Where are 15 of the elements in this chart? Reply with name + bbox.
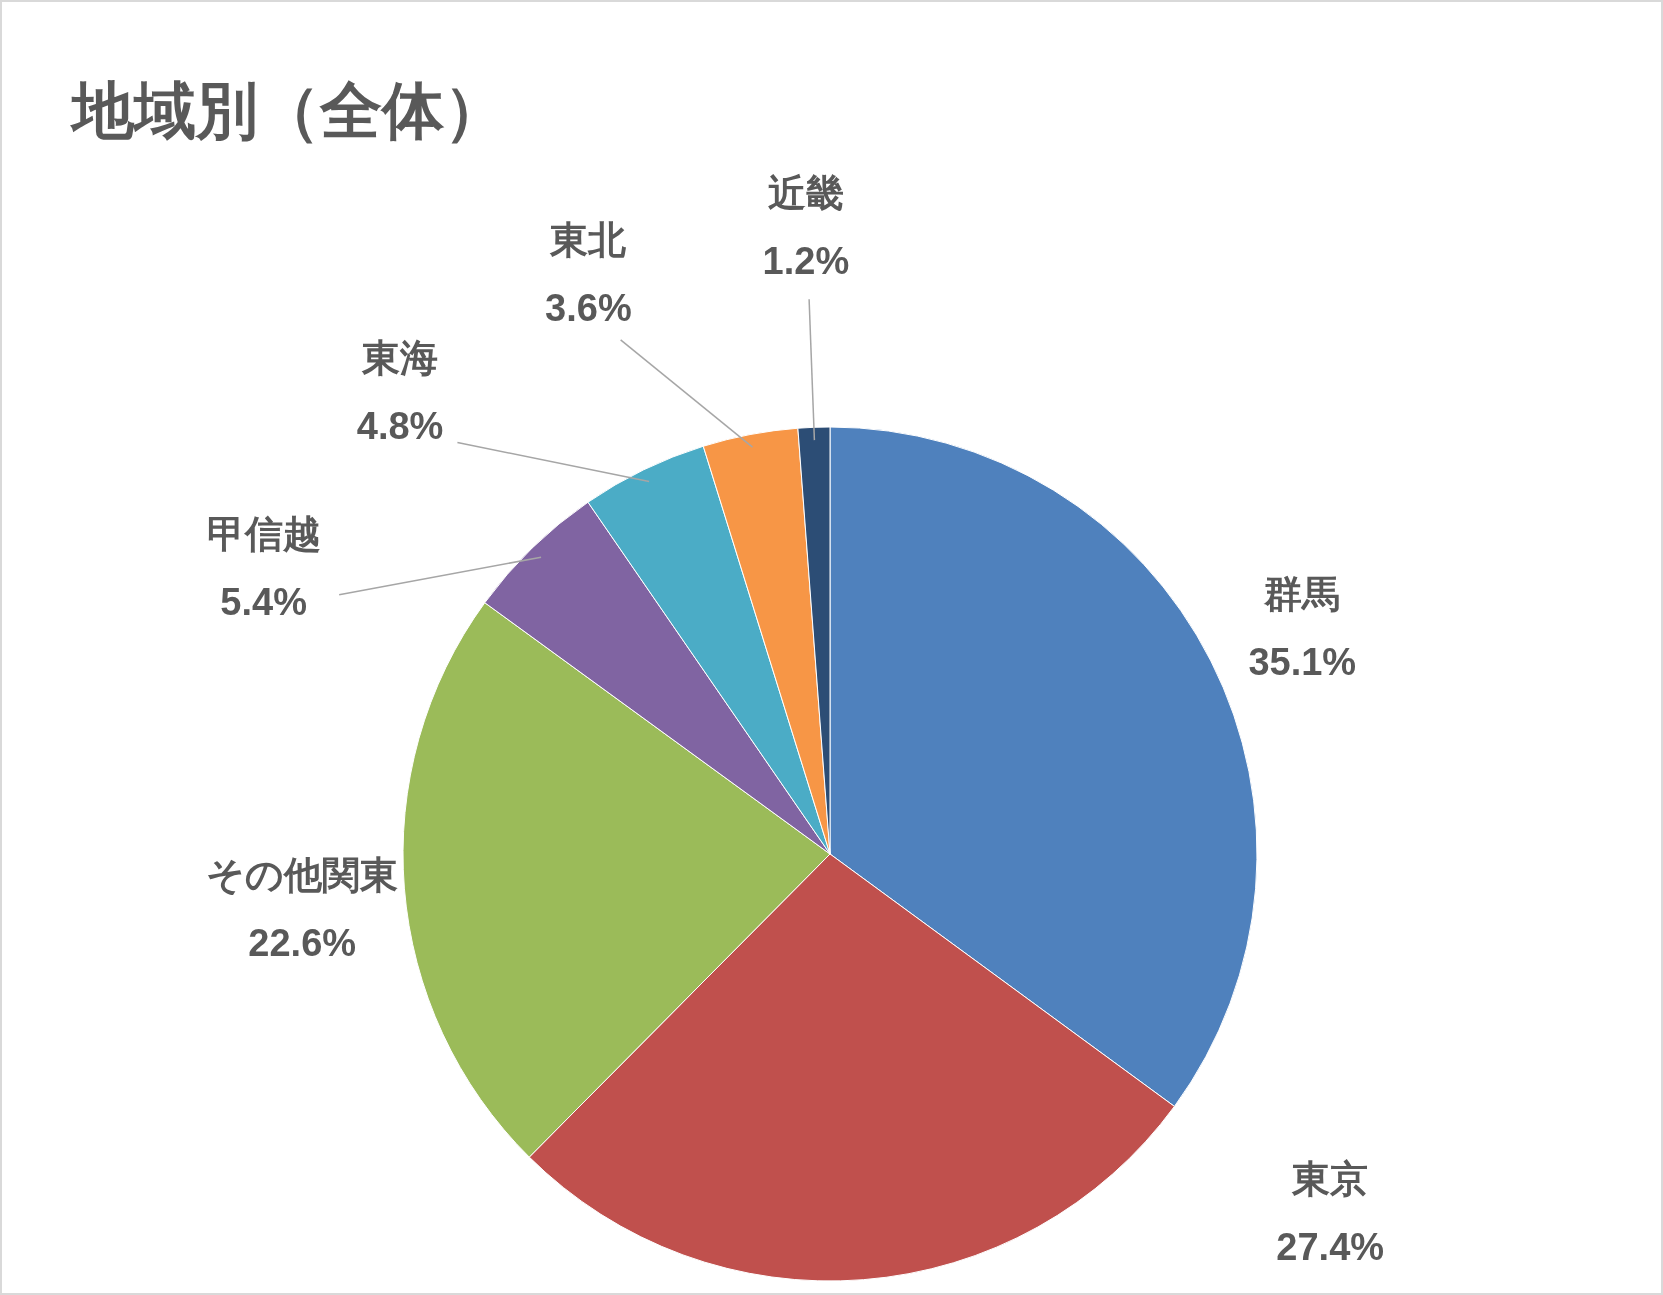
slice-label: その他関東 xyxy=(206,853,399,898)
data-label: 5.4% xyxy=(220,580,307,623)
data-label: 27.4% xyxy=(1276,1226,1385,1268)
slice-label: 東京 xyxy=(1291,1157,1369,1201)
slice-label: 近畿 xyxy=(767,170,844,215)
data-label: 22.6% xyxy=(248,922,357,965)
slice-label: 東海 xyxy=(361,336,439,381)
data-label: 35.1% xyxy=(1248,640,1357,683)
data-label: 1.2% xyxy=(762,239,850,282)
data-label: 4.8% xyxy=(356,405,444,448)
slice-label: 東北 xyxy=(549,217,627,262)
chart-title: 地域別（全体） xyxy=(69,74,506,147)
slice-label: 群馬 xyxy=(1263,571,1341,616)
slice-label: 甲信越 xyxy=(206,511,321,556)
data-label: 3.6% xyxy=(545,286,632,329)
